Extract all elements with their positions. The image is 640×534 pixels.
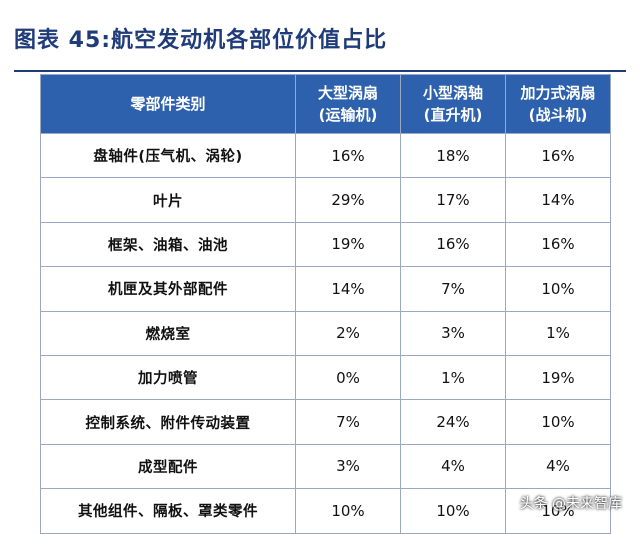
cell-small-turboshaft: 17%: [400, 177, 506, 223]
cell-large-turbofan: 14%: [295, 266, 401, 312]
table-row: 机匣及其外部配件 14% 7% 10%: [40, 266, 611, 312]
cell-afterburning-turbofan: 1%: [505, 310, 611, 356]
cell-small-turboshaft: 24%: [400, 399, 506, 445]
row-category: 成型配件: [40, 443, 296, 490]
header-large-turbofan: 大型涡扇 (运输机): [295, 74, 401, 134]
title-divider: [14, 70, 626, 72]
cell-large-turbofan: 16%: [295, 132, 401, 179]
table-header-row: 零部件类别 大型涡扇 (运输机) 小型涡轴 (直升机) 加力式涡扇 (战斗机): [40, 74, 611, 134]
cell-small-turboshaft: 3%: [400, 310, 506, 356]
table-row: 控制系统、附件传动装置 7% 24% 10%: [40, 399, 611, 445]
row-category: 框架、油箱、油池: [40, 221, 296, 268]
table-row: 盘轴件(压气机、涡轮) 16% 18% 16%: [40, 132, 611, 179]
header-afterburning-turbofan-use: (战斗机): [528, 106, 588, 124]
cell-afterburning-turbofan: 16%: [505, 221, 611, 268]
cell-large-turbofan: 3%: [295, 443, 401, 490]
cell-large-turbofan: 19%: [295, 221, 401, 268]
header-large-turbofan-use: (运输机): [318, 106, 378, 124]
header-small-turboshaft-use: (直升机): [423, 106, 483, 124]
row-category: 其他组件、隔板、罩类零件: [40, 488, 296, 534]
table-row: 成型配件 3% 4% 4%: [40, 443, 611, 490]
cell-large-turbofan: 10%: [295, 488, 401, 534]
cell-afterburning-turbofan: 10%: [505, 266, 611, 312]
cell-small-turboshaft: 7%: [400, 266, 506, 312]
table-row: 叶片 29% 17% 14%: [40, 177, 611, 223]
page-title: 图表 45:航空发动机各部位价值占比: [14, 28, 388, 53]
cell-large-turbofan: 29%: [295, 177, 401, 223]
cell-small-turboshaft: 16%: [400, 221, 506, 268]
header-afterburning-turbofan-type: 加力式涡扇: [520, 84, 596, 102]
cell-afterburning-turbofan: 16%: [505, 132, 611, 179]
header-category: 零部件类别: [40, 74, 296, 134]
row-category: 机匣及其外部配件: [40, 266, 296, 312]
cell-afterburning-turbofan: 4%: [505, 443, 611, 490]
row-category: 叶片: [40, 177, 296, 223]
cell-small-turboshaft: 4%: [400, 443, 506, 490]
row-category: 控制系统、附件传动装置: [40, 399, 296, 445]
row-category: 燃烧室: [40, 310, 296, 356]
value-share-table: 零部件类别 大型涡扇 (运输机) 小型涡轴 (直升机) 加力式涡扇 (战斗机) …: [40, 74, 611, 534]
cell-large-turbofan: 0%: [295, 354, 401, 401]
table-row: 加力喷管 0% 1% 19%: [40, 354, 611, 401]
cell-afterburning-turbofan: 14%: [505, 177, 611, 223]
cell-small-turboshaft: 10%: [400, 488, 506, 534]
header-small-turboshaft-type: 小型涡轴: [422, 84, 483, 102]
row-category: 盘轴件(压气机、涡轮): [40, 132, 296, 179]
header-large-turbofan-type: 大型涡扇: [317, 84, 378, 102]
cell-large-turbofan: 7%: [295, 399, 401, 445]
table-row: 框架、油箱、油池 19% 16% 16%: [40, 221, 611, 268]
header-small-turboshaft: 小型涡轴 (直升机): [400, 74, 506, 134]
cell-small-turboshaft: 18%: [400, 132, 506, 179]
watermark: 头条 @未来智库: [519, 496, 622, 512]
header-afterburning-turbofan: 加力式涡扇 (战斗机): [505, 74, 611, 134]
cell-large-turbofan: 2%: [295, 310, 401, 356]
cell-small-turboshaft: 1%: [400, 354, 506, 401]
cell-afterburning-turbofan: 19%: [505, 354, 611, 401]
table-row: 燃烧室 2% 3% 1%: [40, 310, 611, 356]
row-category: 加力喷管: [40, 354, 296, 401]
cell-afterburning-turbofan: 10%: [505, 399, 611, 445]
